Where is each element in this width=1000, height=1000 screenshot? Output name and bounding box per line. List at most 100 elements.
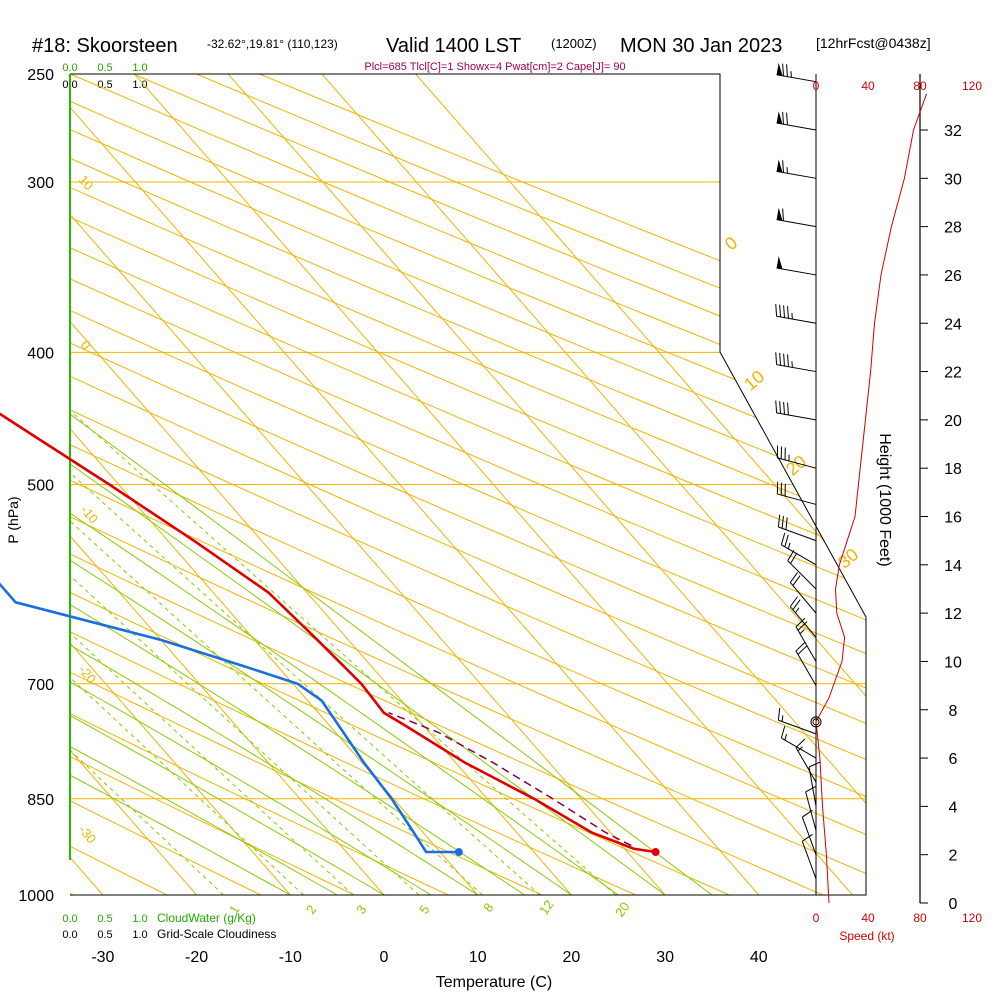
barb-flag [780, 726, 786, 739]
wind-barb [776, 207, 817, 228]
cloudwater-tick: 1.0 [132, 913, 147, 925]
mixing-ratio-label: 12 [536, 897, 557, 917]
wind-barb [775, 303, 817, 324]
dry-adiabat-label: 30 [834, 544, 862, 572]
dry-adiabat [70, 74, 543, 895]
mixing-ratio-line [70, 351, 224, 895]
height-axis-label: Height (1000 Feet) [876, 433, 893, 566]
cloudwater-tick: 1.0 [132, 62, 147, 74]
barb-flag [789, 572, 798, 583]
dry-adiabat-label: 0 [721, 233, 742, 255]
cloudiness-tick: 0.5 [97, 79, 112, 91]
dry-adiabat [70, 74, 636, 895]
barb-flag [782, 208, 785, 221]
barb-flag [775, 400, 778, 413]
moist-adiabat [70, 74, 525, 895]
utc-time: (1200Z) [551, 36, 597, 51]
pressure-tick-label: 500 [27, 478, 54, 495]
barb-staff [789, 606, 817, 638]
temperature-tick-label: 0 [380, 949, 389, 966]
barb-flag [792, 599, 801, 610]
forecast-date: MON 30 Jan 2023 [620, 35, 782, 57]
mixing-ratio-line [70, 351, 541, 895]
dry-adiabat [70, 74, 866, 895]
dry-adiabat [70, 74, 449, 895]
barb-half-flag [784, 733, 788, 741]
barb-staff [778, 526, 817, 542]
surface-temperature-marker [651, 848, 660, 857]
cloud-scale-bottom: 0.0 0.5 1.0 CloudWater (g/Kg) 0.0 0.5 1.… [62, 911, 276, 941]
isotherm [70, 74, 760, 895]
plot-frame [70, 73, 867, 896]
cloudwater-tick: 0.0 [62, 62, 77, 74]
dry-adiabat [70, 74, 866, 895]
wind-barbs [775, 62, 821, 880]
cloudiness-tick: 0.0 [62, 929, 77, 941]
pressure-tick-label: 850 [27, 792, 54, 809]
dewpoint-profile [0, 582, 459, 854]
barb-flag [782, 63, 785, 76]
isotherm [227, 74, 866, 895]
moist-adiabat [70, 74, 338, 895]
height-tick-label: 20 [944, 413, 962, 430]
moist-adiabat [70, 74, 478, 895]
isotherm [415, 74, 866, 895]
cloudiness-label: Grid-Scale Cloudiness [157, 927, 276, 941]
wind-barb [808, 761, 821, 807]
mixing-ratio-line [70, 351, 616, 895]
isotherm-label: -10 [78, 502, 102, 526]
isotherm [0, 74, 9, 895]
barb-flag [783, 305, 785, 318]
mixing-ratio-label: 8 [480, 900, 496, 915]
barb-flag [782, 160, 785, 173]
cloudiness-tick: 1.0 [132, 929, 147, 941]
barb-pennant [776, 62, 783, 76]
barb-flag [777, 514, 781, 528]
barb-flag [775, 303, 778, 317]
height-tick-label: 32 [944, 123, 962, 140]
barb-flag [787, 354, 789, 367]
barb-flag [777, 707, 781, 721]
dry-adiabat [70, 74, 866, 895]
barb-staff [776, 364, 817, 373]
barb-staff [776, 267, 817, 276]
wind-barb [776, 481, 817, 505]
moist-adiabat [70, 74, 385, 895]
barb-flag [795, 641, 806, 652]
isotherm-label: -20 [76, 662, 100, 686]
barb-flag [786, 64, 788, 77]
dry-adiabat-label: 10 [740, 366, 768, 394]
temperature-tick-label: -30 [91, 949, 114, 966]
wind-barb [795, 641, 817, 686]
isotherm [70, 74, 479, 895]
speed-tick-label: 40 [861, 911, 875, 925]
x-axis-label: Temperature (C) [436, 974, 552, 991]
wind-barb [795, 738, 817, 783]
height-tick-label: 30 [944, 171, 962, 188]
barb-half-flag [799, 629, 805, 635]
height-tick-label: 4 [949, 799, 958, 816]
barb-staff [781, 737, 817, 759]
barb-flag [783, 353, 785, 367]
mixing-ratio-label: 2 [303, 902, 319, 917]
barb-staff [777, 493, 817, 505]
cloudiness-tick: 0.5 [97, 929, 112, 941]
pressure-tick-label: 700 [27, 677, 54, 694]
temperature-tick-label: 20 [563, 949, 581, 966]
cloudwater-label: CloudWater (g/Kg) [157, 911, 256, 925]
dry-adiabat [70, 74, 824, 895]
temperature-tick-label: -10 [279, 949, 302, 966]
pressure-tick-label: 250 [27, 67, 54, 84]
station-title: #18: Skoorsteen [32, 35, 178, 57]
barb-flag [789, 596, 798, 607]
wind-barb [787, 549, 817, 590]
barb-flag [797, 645, 808, 655]
barb-flag [795, 617, 806, 628]
dry-adiabat [70, 74, 866, 895]
y-axis-label: P (hPa) [5, 496, 21, 543]
dry-adiabat [70, 74, 866, 895]
wind-barb [805, 785, 817, 831]
dry-adiabat [70, 74, 866, 895]
barb-staff [801, 816, 817, 855]
